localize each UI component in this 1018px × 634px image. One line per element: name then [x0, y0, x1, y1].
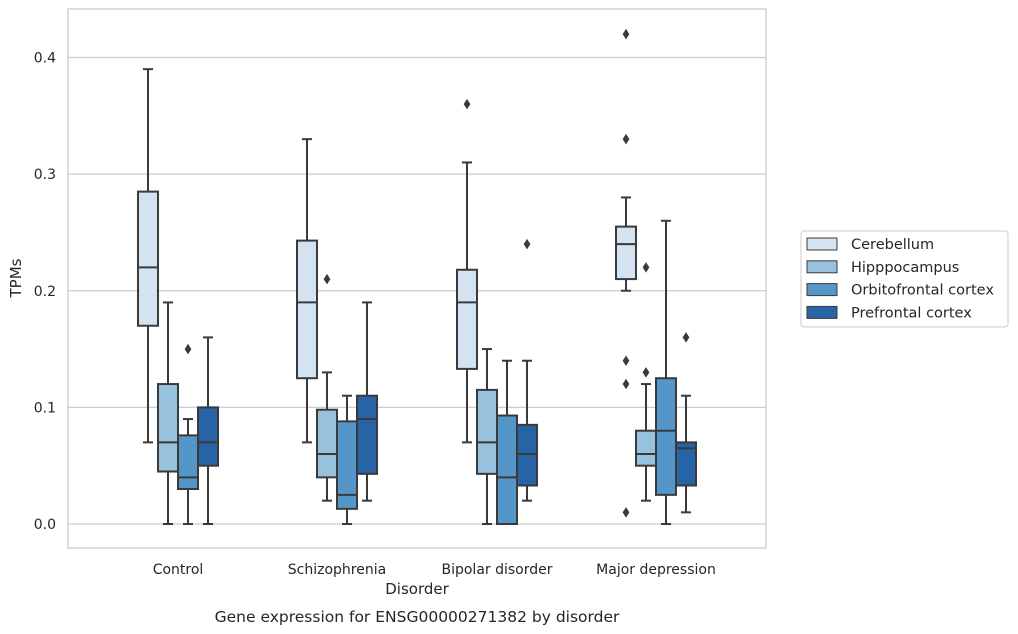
box-body	[476, 388, 498, 475]
grid-lines	[68, 56, 766, 525]
outlier-point	[622, 133, 630, 145]
box-hipppocampus-2	[476, 348, 498, 525]
chart-caption: Gene expression for ENSG00000271382 by d…	[215, 608, 620, 626]
box-cerebellum-3	[615, 28, 637, 518]
legend: Cerebellum Hipppocampus Orbitofrontal cort…	[800, 230, 1009, 328]
box-body	[356, 394, 378, 475]
box-prefrontal-cortex-3	[675, 332, 697, 514]
outlier-point	[622, 28, 630, 40]
outlier-point	[323, 273, 331, 285]
x-tick-labels: Control Schizophrenia Bipolar disorder Majo…	[153, 562, 716, 578]
outlier-point	[622, 355, 630, 366]
outlier-point	[642, 367, 650, 378]
legend-label: Hipppocampus	[851, 260, 959, 276]
y-axis-label: TPMs	[7, 258, 25, 298]
box-body	[655, 377, 677, 496]
y-tick-label: 0.0	[34, 517, 56, 533]
x-tick-label: Control	[153, 562, 204, 578]
x-tick-label: Schizophrenia	[288, 562, 386, 578]
box-body	[635, 429, 657, 467]
box-body	[177, 434, 199, 491]
box-cerebellum-1	[296, 138, 318, 444]
box-orbitofrontal-cortex-1	[336, 394, 358, 525]
box-body	[615, 225, 637, 281]
box-hipppocampus-0	[157, 301, 179, 525]
legend-label: Prefrontal cortex	[851, 305, 972, 321]
box-layer	[137, 28, 697, 526]
plot-frame	[67, 8, 767, 549]
box-orbitofrontal-cortex-0	[177, 343, 199, 525]
outlier-point	[622, 507, 630, 518]
y-tick-label: 0.4	[34, 51, 56, 67]
box-body	[316, 408, 338, 479]
legend-label: Orbitofrontal cortex	[851, 283, 994, 299]
x-tick-label: Bipolar disorder	[441, 562, 552, 578]
box-prefrontal-cortex-2	[516, 238, 538, 502]
legend-swatch	[806, 260, 838, 274]
box-body	[137, 190, 159, 327]
box-body	[516, 423, 538, 487]
box-body	[496, 414, 518, 526]
legend-swatch	[806, 237, 838, 251]
box-body	[675, 441, 697, 487]
box-orbitofrontal-cortex-3	[655, 219, 677, 525]
box-hipppocampus-3	[635, 262, 657, 502]
box-body	[296, 239, 318, 380]
box-prefrontal-cortex-0	[197, 336, 219, 525]
box-prefrontal-cortex-1	[356, 301, 378, 502]
outlier-point	[184, 343, 192, 355]
box-hipppocampus-1	[316, 273, 338, 502]
y-tick-label: 0.3	[34, 167, 56, 183]
box-body	[456, 268, 478, 370]
x-axis-label: Disorder	[385, 580, 449, 598]
legend-swatch	[806, 305, 838, 319]
box-cerebellum-2	[456, 98, 478, 444]
y-tick-labels: 0.0 0.1 0.2 0.3 0.4	[34, 51, 56, 534]
y-tick-label: 0.1	[34, 400, 56, 416]
box-cerebellum-0	[137, 68, 159, 444]
outlier-point	[463, 98, 471, 110]
legend-label: Cerebellum	[851, 237, 934, 253]
outlier-point	[682, 332, 690, 343]
box-body	[157, 383, 179, 473]
outlier-point	[622, 378, 630, 390]
y-tick-label: 0.2	[34, 284, 56, 300]
outlier-point	[523, 238, 531, 250]
legend-swatch	[806, 283, 838, 297]
outlier-point	[642, 262, 650, 273]
box-body	[197, 406, 219, 467]
box-orbitofrontal-cortex-2	[496, 359, 518, 526]
x-tick-label: Major depression	[596, 562, 716, 578]
legend-frame	[800, 230, 1009, 328]
